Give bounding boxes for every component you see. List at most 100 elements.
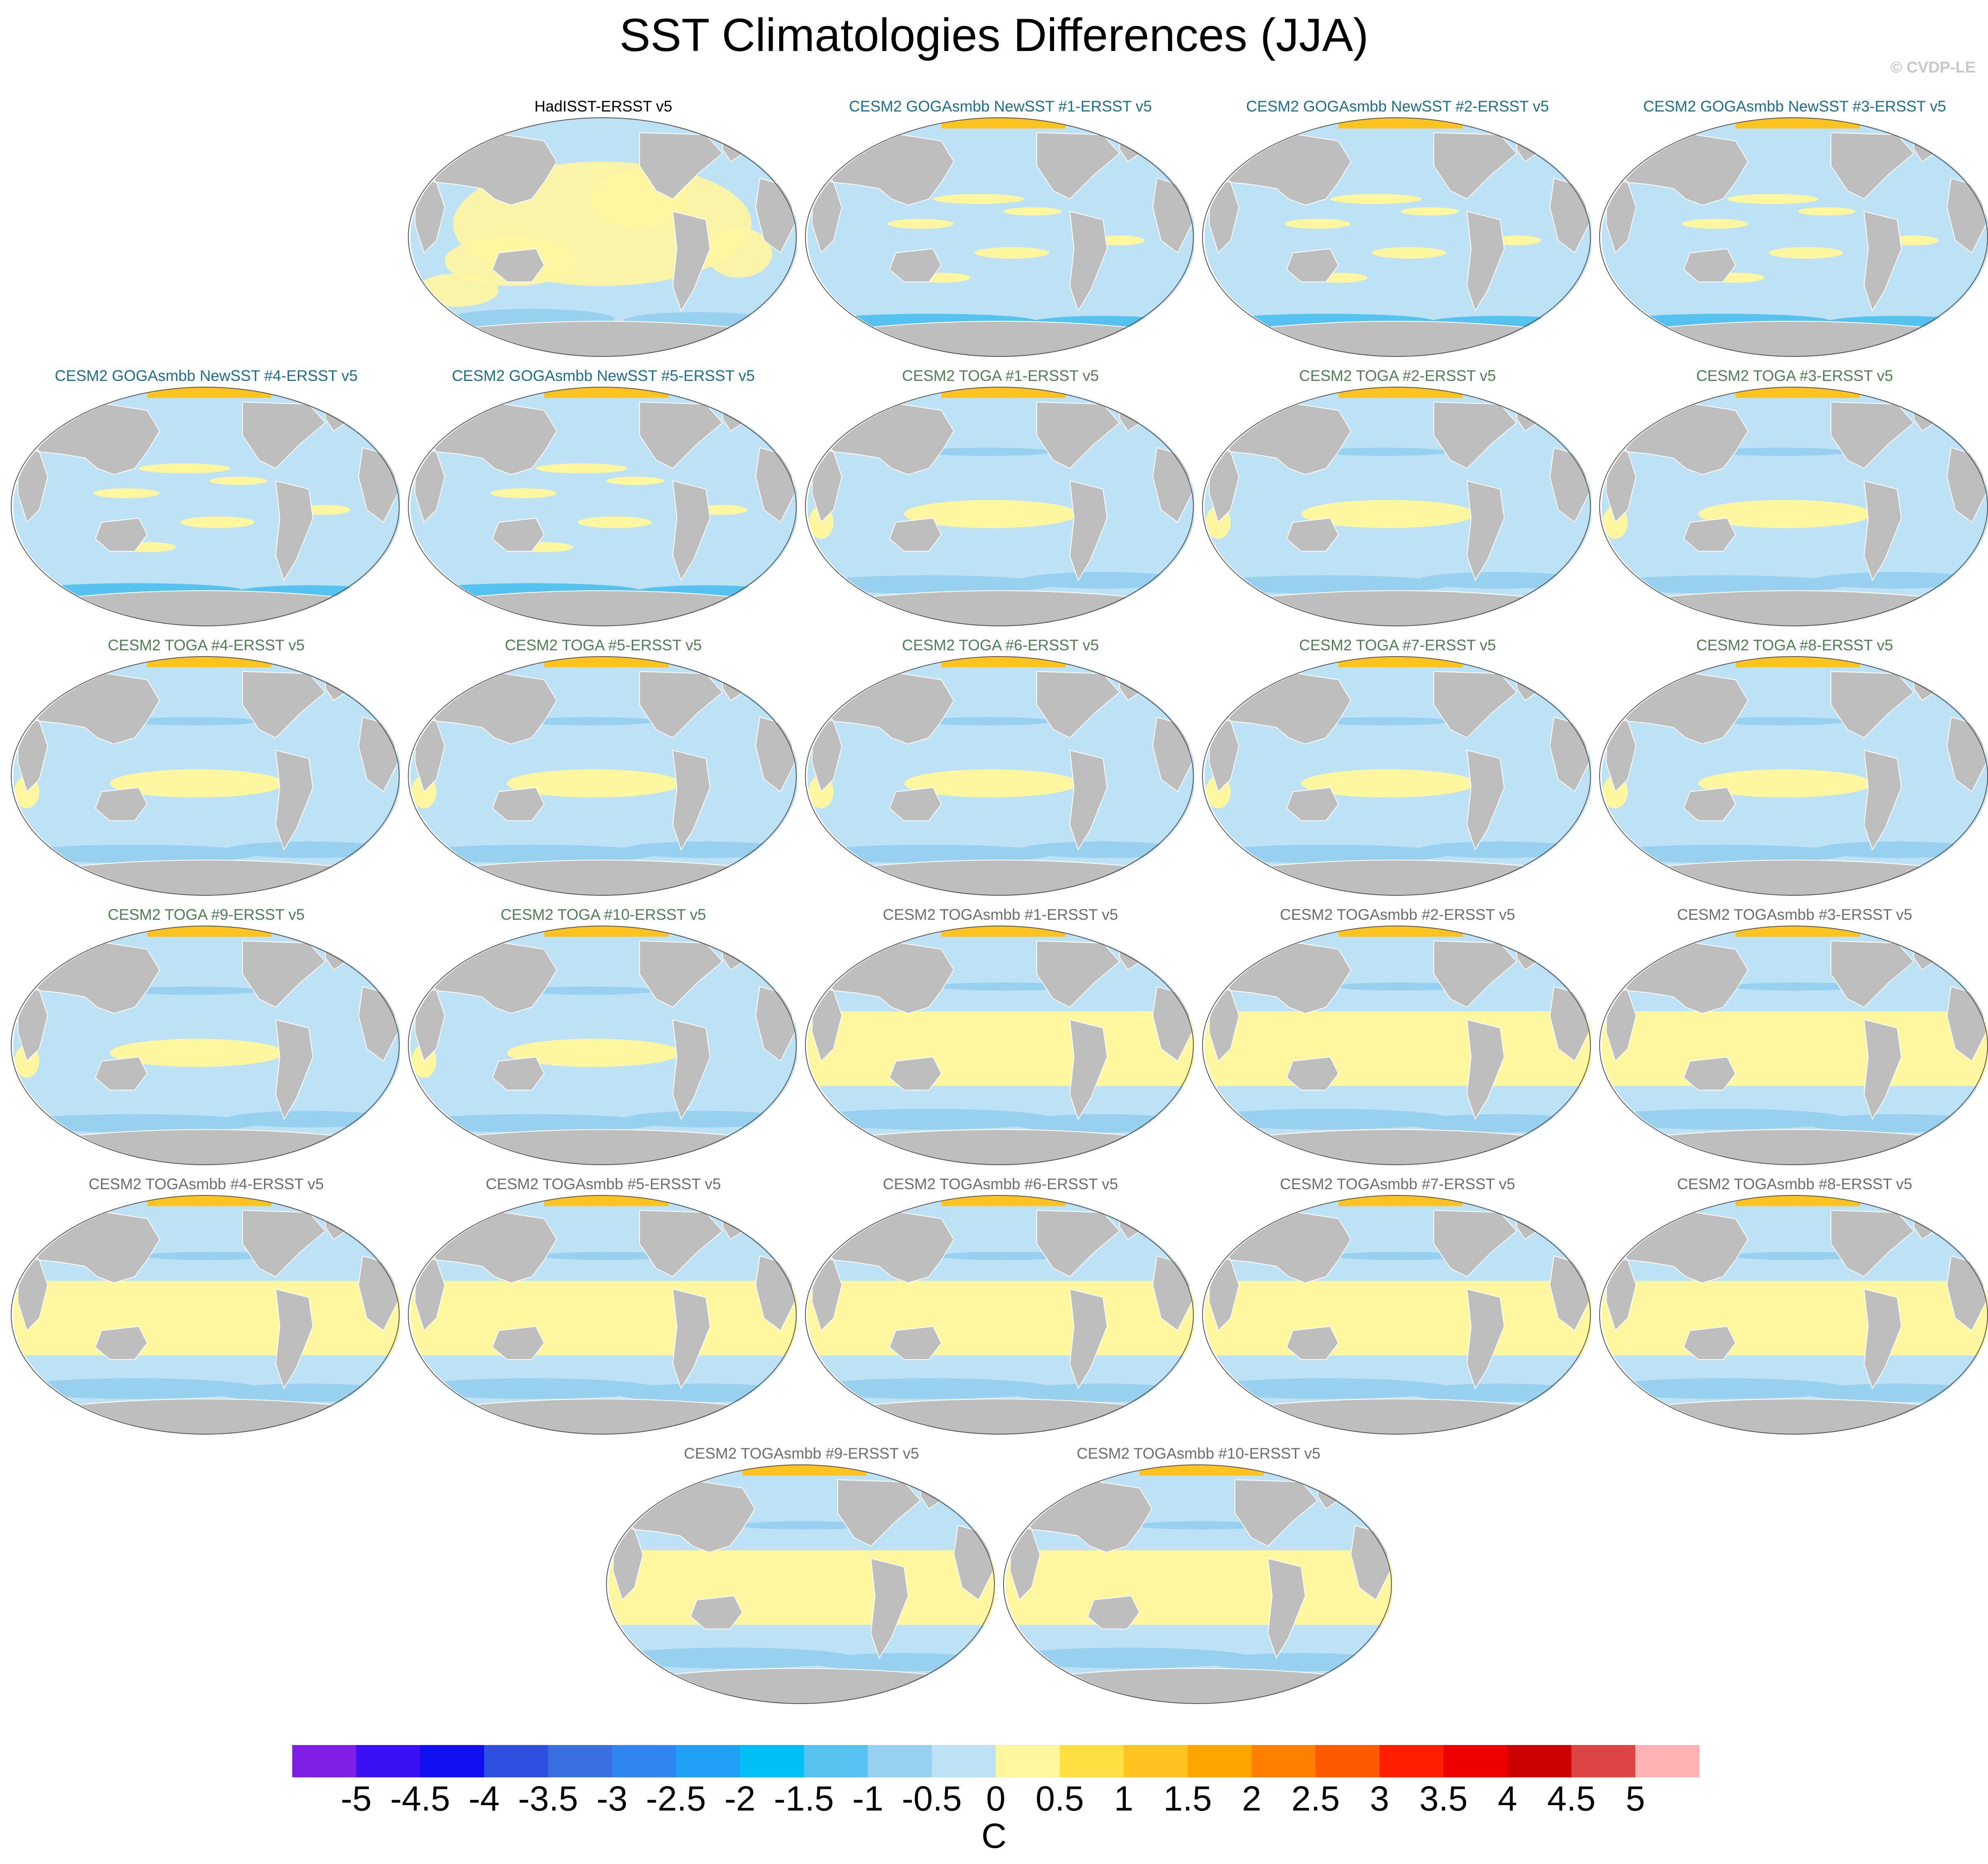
panel-title: CESM2 TOGA #2-ERSST v5 bbox=[1299, 367, 1496, 384]
colorbar-tick-label: 2.5 bbox=[1291, 1779, 1340, 1818]
figure-title: SST Climatologies Differences (JJA) bbox=[619, 9, 1369, 61]
colorbar: -5 -4.5 -4 -3.5 -3 -2.5 -2 -1.5 -1 -0.5 0 0.5 1 1.5 2 2… bbox=[0, 1741, 1988, 1864]
sst-difference-map bbox=[1202, 1195, 1593, 1435]
sst-difference-map bbox=[408, 1195, 798, 1435]
sst-difference-map bbox=[408, 926, 798, 1165]
colorbar-tick-label: 1 bbox=[1114, 1779, 1134, 1818]
sst-difference-map bbox=[11, 656, 401, 896]
colorbar-tick-label: -3 bbox=[596, 1779, 628, 1818]
sst-difference-map bbox=[805, 117, 1195, 357]
sst-difference-map bbox=[805, 656, 1195, 896]
panel-title: CESM2 GOGAsmbb NewSST #1-ERSST v5 bbox=[849, 98, 1152, 115]
map-panel: CESM2 GOGAsmbb NewSST #1-ERSST v5 bbox=[802, 97, 1198, 361]
map-panel: CESM2 TOGA #4-ERSST v5 bbox=[8, 636, 404, 899]
colorbar-tick-label: -1.5 bbox=[774, 1779, 834, 1818]
colorbar-tick-label: 0 bbox=[986, 1779, 1006, 1818]
map-panel: CESM2 GOGAsmbb NewSST #2-ERSST v5 bbox=[1200, 97, 1595, 361]
colorbar-swatch bbox=[1443, 1745, 1508, 1777]
sst-difference-map bbox=[11, 1195, 401, 1435]
colorbar-tick-label: -2 bbox=[725, 1779, 756, 1818]
sst-difference-map bbox=[1202, 926, 1593, 1165]
sst-difference-map bbox=[408, 117, 798, 357]
panel-title: CESM2 TOGAsmbb #9-ERSST v5 bbox=[684, 1445, 919, 1462]
colorbar-swatch bbox=[1188, 1745, 1252, 1777]
map-panel: CESM2 GOGAsmbb NewSST #3-ERSST v5 bbox=[1597, 97, 1988, 361]
panel-title: CESM2 TOGAsmbb #10-ERSST v5 bbox=[1076, 1445, 1321, 1462]
panel-title: CESM2 TOGAsmbb #1-ERSST v5 bbox=[882, 906, 1118, 923]
colorbar-swatch bbox=[1379, 1745, 1444, 1777]
map-panel: CESM2 TOGA #7-ERSST v5 bbox=[1200, 636, 1595, 899]
panel-title: CESM2 TOGA #7-ERSST v5 bbox=[1299, 637, 1496, 654]
map-panel: CESM2 TOGA #2-ERSST v5 bbox=[1200, 367, 1595, 630]
map-panel: CESM2 TOGAsmbb #3-ERSST v5 bbox=[1597, 906, 1988, 1169]
panel-title: CESM2 GOGAsmbb NewSST #3-ERSST v5 bbox=[1643, 98, 1946, 115]
panel-title: HadISST-ERSST v5 bbox=[534, 98, 672, 115]
panel-title: CESM2 GOGAsmbb NewSST #2-ERSST v5 bbox=[1246, 98, 1549, 115]
panel-title: CESM2 TOGA #10-ERSST v5 bbox=[500, 906, 706, 923]
map-panel: CESM2 TOGAsmbb #5-ERSST v5 bbox=[405, 1175, 801, 1438]
colorbar-swatch bbox=[1315, 1745, 1380, 1777]
panel-title: CESM2 TOGAsmbb #2-ERSST v5 bbox=[1280, 906, 1515, 923]
colorbar-swatch bbox=[1571, 1745, 1636, 1777]
colorbar-tick-label: -1 bbox=[852, 1779, 883, 1818]
colorbar-tick-label: 1.5 bbox=[1164, 1779, 1212, 1818]
panel-title: CESM2 TOGA #4-ERSST v5 bbox=[107, 637, 305, 654]
sst-difference-map bbox=[1202, 117, 1593, 357]
map-panel: CESM2 TOGAsmbb #7-ERSST v5 bbox=[1200, 1175, 1595, 1438]
panel-title: CESM2 TOGA #5-ERSST v5 bbox=[504, 637, 702, 654]
colorbar-swatch bbox=[1507, 1745, 1572, 1777]
map-panel: HadISST-ERSST v5 bbox=[405, 97, 801, 361]
panel-title: CESM2 TOGA #9-ERSST v5 bbox=[107, 906, 305, 923]
colorbar-swatch bbox=[420, 1745, 485, 1777]
colorbar-swatch bbox=[612, 1745, 676, 1777]
colorbar-swatch bbox=[292, 1745, 356, 1777]
colorbar-tick-label: 5 bbox=[1626, 1779, 1645, 1818]
colorbar-swatch bbox=[1059, 1745, 1124, 1777]
panel-title: CESM2 TOGA #6-ERSST v5 bbox=[902, 637, 1099, 654]
map-panel: CESM2 TOGAsmbb #6-ERSST v5 bbox=[802, 1175, 1198, 1438]
map-panel: CESM2 TOGAsmbb #1-ERSST v5 bbox=[802, 906, 1198, 1169]
colorbar-tick-label: 0.5 bbox=[1035, 1779, 1084, 1818]
map-panel: CESM2 GOGAsmbb NewSST #5-ERSST v5 bbox=[405, 367, 801, 630]
sst-difference-map bbox=[1003, 1464, 1394, 1704]
colorbar-tick-label: -2.5 bbox=[646, 1779, 706, 1818]
map-panel: CESM2 TOGA #5-ERSST v5 bbox=[405, 636, 801, 899]
colorbar-tick-label: 4.5 bbox=[1547, 1779, 1596, 1818]
sst-difference-map bbox=[1599, 656, 1988, 896]
panel-title: CESM2 TOGAsmbb #7-ERSST v5 bbox=[1280, 1176, 1515, 1193]
colorbar-tick-label: 4 bbox=[1498, 1779, 1517, 1818]
map-panel: CESM2 GOGAsmbb NewSST #4-ERSST v5 bbox=[8, 367, 404, 630]
colorbar-swatch bbox=[868, 1745, 932, 1777]
sst-difference-map bbox=[1202, 656, 1593, 896]
colorbar-unit-label: C bbox=[982, 1816, 1007, 1855]
sst-difference-map bbox=[805, 926, 1195, 1165]
colorbar-swatch bbox=[1251, 1745, 1316, 1777]
sst-difference-map bbox=[11, 926, 401, 1165]
map-panel: CESM2 TOGAsmbb #8-ERSST v5 bbox=[1597, 1175, 1988, 1438]
colorbar-tick-label: -4.5 bbox=[390, 1779, 450, 1818]
colorbar-swatch bbox=[740, 1745, 804, 1777]
panel-title: CESM2 TOGAsmbb #5-ERSST v5 bbox=[485, 1176, 721, 1193]
panel-title: CESM2 TOGAsmbb #3-ERSST v5 bbox=[1677, 906, 1913, 923]
map-panel: CESM2 TOGA #10-ERSST v5 bbox=[405, 906, 801, 1169]
panel-title: CESM2 TOGAsmbb #8-ERSST v5 bbox=[1677, 1176, 1913, 1193]
sst-difference-map bbox=[1599, 926, 1988, 1165]
colorbar-tick-label: 3.5 bbox=[1419, 1779, 1468, 1818]
sst-difference-map bbox=[11, 387, 401, 626]
credit-label: © CVDP-LE bbox=[1890, 59, 1976, 76]
panel-title: CESM2 GOGAsmbb NewSST #4-ERSST v5 bbox=[55, 367, 358, 384]
sst-difference-map bbox=[805, 387, 1195, 626]
panel-title: CESM2 TOGAsmbb #4-ERSST v5 bbox=[88, 1176, 324, 1193]
colorbar-swatch bbox=[548, 1745, 612, 1777]
sst-difference-map bbox=[408, 656, 798, 896]
map-panel: CESM2 TOGA #6-ERSST v5 bbox=[802, 636, 1198, 899]
map-panel: CESM2 TOGA #1-ERSST v5 bbox=[802, 367, 1198, 630]
map-panel: CESM2 TOGAsmbb #4-ERSST v5 bbox=[8, 1175, 404, 1438]
map-panel: CESM2 TOGA #3-ERSST v5 bbox=[1597, 367, 1988, 630]
panel-title: CESM2 TOGAsmbb #6-ERSST v5 bbox=[882, 1176, 1118, 1193]
colorbar-swatch bbox=[676, 1745, 740, 1777]
colorbar-swatch bbox=[804, 1745, 868, 1777]
sst-difference-map bbox=[408, 387, 798, 626]
map-panel: CESM2 TOGAsmbb #9-ERSST v5 bbox=[604, 1445, 999, 1708]
colorbar-tick-label: 3 bbox=[1370, 1779, 1389, 1818]
